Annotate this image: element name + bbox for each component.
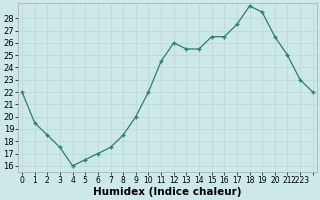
X-axis label: Humidex (Indice chaleur): Humidex (Indice chaleur) [93, 187, 242, 197]
